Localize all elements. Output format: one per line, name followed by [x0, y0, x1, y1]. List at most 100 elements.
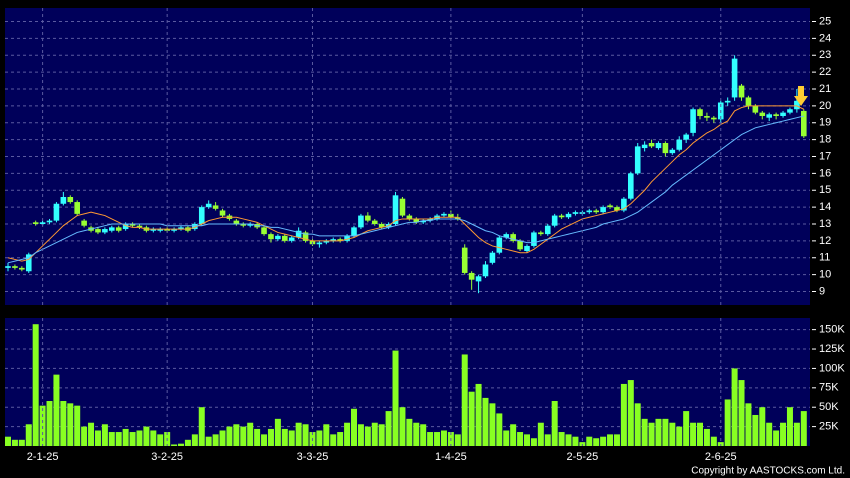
volume-bar [115, 432, 122, 446]
volume-bar [364, 426, 371, 446]
candle-body [496, 237, 503, 253]
volume-bar [219, 430, 226, 446]
volume-bar [468, 391, 475, 446]
moving-average-line [7, 105, 805, 262]
volume-bar [122, 428, 129, 446]
candle-body [288, 237, 295, 241]
candle-body [109, 227, 115, 231]
candle-body [628, 173, 634, 199]
volume-bar [434, 432, 441, 446]
volume-bar [267, 428, 274, 446]
volume-bar [129, 432, 136, 446]
candle-body [441, 213, 447, 216]
volume-bar [337, 432, 344, 446]
y-tick-label: 150K [819, 324, 845, 336]
volume-bar [392, 350, 399, 446]
candle-body [378, 224, 385, 228]
candle-body [413, 218, 420, 223]
candle-body [212, 205, 219, 209]
y-tick-label: 22 [819, 66, 831, 78]
candle-body [503, 234, 510, 238]
volume-bar [240, 426, 247, 446]
y-tick-label: 20 [819, 100, 831, 112]
volume-bar [745, 403, 752, 446]
volume-bar [302, 424, 309, 446]
volume-bar [427, 432, 434, 446]
x-tick-label: 2-5-25 [566, 451, 598, 463]
candle-body [150, 229, 157, 231]
candle-body [282, 235, 288, 241]
candle-body [67, 197, 74, 203]
candle-body [600, 207, 606, 213]
volume-bar [60, 401, 67, 446]
volume-bar [281, 428, 288, 446]
volume-bar [136, 430, 143, 446]
candle-body [171, 229, 177, 231]
volume-bar [247, 422, 254, 446]
y-tick-label: 9 [819, 285, 825, 297]
volume-bar [572, 436, 579, 446]
volume-bar [371, 422, 378, 446]
volume-bar [662, 418, 669, 446]
candle-body [420, 220, 426, 223]
volume-bar [18, 439, 25, 446]
candle-body [102, 229, 108, 233]
volume-bar [537, 422, 544, 446]
candle-body [74, 202, 80, 214]
volume-bar [205, 436, 212, 446]
candle-body [669, 149, 676, 154]
volume-bar [780, 422, 787, 446]
signal-arrow [794, 86, 808, 106]
y-tick-label: 10 [819, 269, 831, 281]
x-tick-label: 3-3-25 [297, 451, 329, 463]
candle-body [531, 232, 537, 246]
volume-bar [212, 434, 219, 446]
candle-body [607, 205, 613, 208]
candle-body [766, 114, 772, 118]
x-tick-label: 2-1-25 [27, 451, 59, 463]
volume-bar [108, 432, 115, 446]
candle-body [358, 215, 364, 228]
candle-body [205, 203, 212, 208]
volume-bar [683, 411, 690, 446]
volume-bar [641, 418, 648, 446]
volume-bar [94, 430, 101, 446]
candle-body [794, 100, 800, 110]
candle-body [164, 229, 170, 231]
candle-body [233, 220, 240, 224]
candle-body [572, 212, 579, 214]
volume-bar [648, 422, 655, 446]
candle-body [482, 264, 489, 277]
volume-bar [676, 426, 683, 446]
y-tick-label: 18 [819, 134, 831, 146]
candle-body [198, 207, 205, 224]
volume-bar [440, 430, 447, 446]
candle-body [302, 232, 309, 241]
candle-body [122, 224, 129, 230]
candle-body [448, 213, 454, 218]
y-tick-label: 12 [819, 235, 831, 247]
candle-body [517, 240, 523, 250]
candle-body [787, 109, 793, 113]
candle-body [593, 210, 599, 213]
candle-body [136, 225, 143, 228]
candle-body [81, 220, 87, 226]
candle-body [95, 229, 101, 233]
volume-bar [752, 414, 759, 446]
volume-bar [766, 422, 773, 446]
candle-body [621, 198, 627, 211]
candle-body [544, 225, 551, 235]
volume-bar [178, 443, 184, 446]
volume-bar [11, 439, 18, 446]
volume-bar [690, 422, 697, 446]
volume-bar [530, 438, 537, 446]
copyright: Copyright by AASTOCKS.com Ltd. [691, 466, 845, 477]
volume-bar [323, 424, 330, 446]
volume-bar [738, 380, 745, 446]
volume-bar [454, 434, 461, 446]
volume-bar [46, 401, 53, 446]
volume-bar [655, 418, 662, 446]
volume-bar [558, 432, 565, 446]
arrow-shaft [798, 86, 804, 96]
